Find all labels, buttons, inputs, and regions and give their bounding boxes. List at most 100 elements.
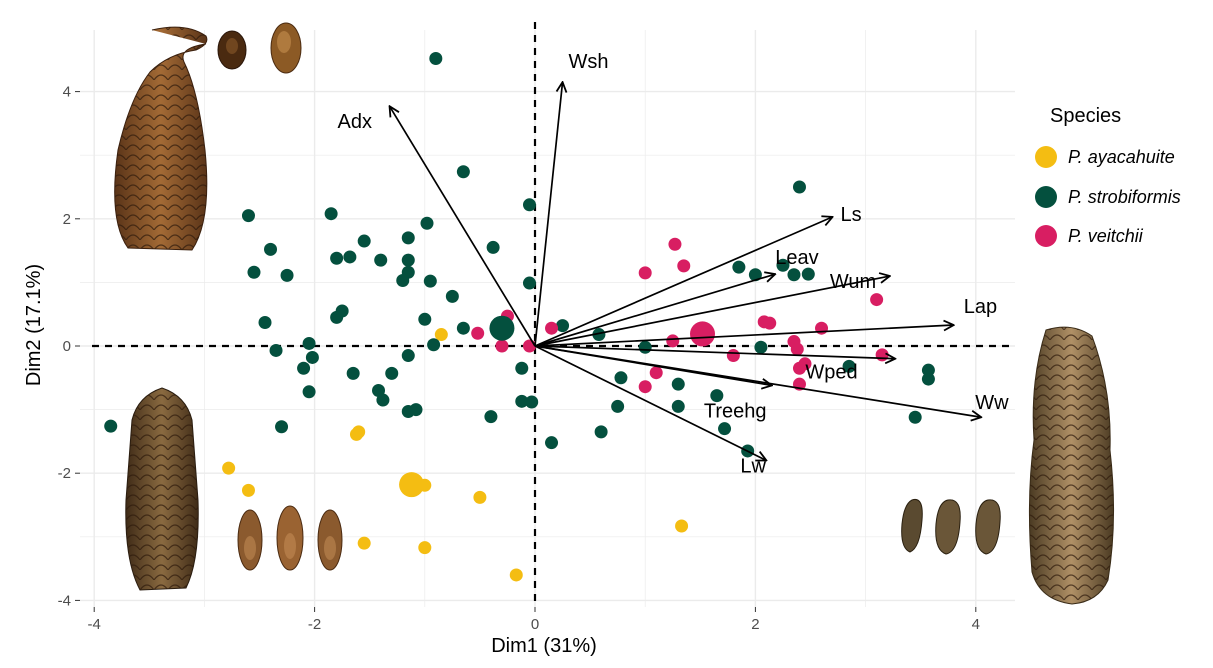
- x-tick-label: -4: [88, 616, 101, 633]
- arrow-wsh: [534, 82, 563, 347]
- label-ls: Ls: [841, 204, 862, 226]
- legend-label-ayacahuite: P. ayacahuite: [1068, 147, 1175, 167]
- point-strobiformis: [754, 340, 768, 354]
- x-tick-label: 0: [531, 616, 539, 633]
- point-strobiformis: [280, 268, 294, 282]
- arrow-ww: [534, 345, 981, 417]
- point-ayacahuite: [241, 483, 255, 497]
- point-strobiformis: [258, 315, 272, 329]
- point-veitchii: [726, 349, 740, 363]
- point-strobiformis: [710, 389, 724, 403]
- point-strobiformis: [104, 419, 118, 433]
- point-strobiformis: [611, 399, 625, 413]
- point-strobiformis: [401, 253, 415, 267]
- y-tick-label: 0: [63, 338, 71, 355]
- point-veitchii: [798, 357, 812, 371]
- point-strobiformis: [420, 216, 434, 230]
- point-strobiformis: [592, 328, 606, 342]
- point-strobiformis: [787, 268, 801, 282]
- point-strobiformis: [418, 312, 432, 326]
- species-centroids: [399, 315, 716, 498]
- legend-swatch-strobiformis: [1035, 186, 1057, 208]
- legend-swatch-ayacahuite: [1035, 146, 1057, 168]
- point-strobiformis: [671, 399, 685, 413]
- legend-label-veitchii: P. veitchii: [1068, 226, 1144, 246]
- arrow-wped: [534, 345, 895, 359]
- point-strobiformis: [671, 377, 685, 391]
- seed-image-strobiformis: [237, 505, 343, 571]
- point-strobiformis: [556, 319, 570, 333]
- point-strobiformis: [522, 276, 536, 290]
- point-strobiformis: [921, 363, 935, 377]
- point-ayacahuite: [473, 490, 487, 504]
- point-ayacahuite: [509, 568, 523, 582]
- point-strobiformis: [330, 251, 344, 265]
- cone-image-strobiformis: [125, 387, 199, 591]
- point-strobiformis: [357, 234, 371, 248]
- point-strobiformis: [908, 410, 922, 424]
- cone-image-ayacahuite: [114, 26, 208, 251]
- label-wped: Wped: [805, 362, 857, 384]
- y-axis-title: Dim2 (17.1%): [23, 264, 45, 386]
- point-strobiformis: [456, 321, 470, 335]
- point-strobiformis: [594, 425, 608, 439]
- axis-ticks: -4 -2 0 2 4 -4 -2 0 2 4: [58, 84, 980, 633]
- point-strobiformis: [401, 231, 415, 245]
- seed-image-ayacahuite: [217, 22, 302, 74]
- point-veitchii: [638, 380, 652, 394]
- point-strobiformis: [275, 420, 289, 434]
- point-strobiformis: [302, 385, 316, 399]
- point-strobiformis: [346, 366, 360, 380]
- centroid-veitchii: [690, 321, 716, 347]
- point-strobiformis: [456, 165, 470, 179]
- point-veitchii: [666, 334, 680, 348]
- zero-reference-lines: [92, 22, 1015, 607]
- arrow-lw: [534, 345, 766, 460]
- point-strobiformis: [385, 366, 399, 380]
- x-tick-label: -2: [308, 616, 321, 633]
- point-strobiformis: [525, 395, 539, 409]
- arrow-adx: [390, 106, 536, 347]
- label-adx: Adx: [338, 111, 372, 133]
- point-strobiformis: [718, 422, 732, 436]
- y-tick-label: 2: [63, 211, 71, 228]
- x-axis-title: Dim1 (31%): [491, 635, 597, 657]
- point-ayacahuite: [357, 536, 371, 550]
- point-strobiformis: [302, 336, 316, 350]
- label-ww: Ww: [975, 392, 1009, 414]
- point-strobiformis: [335, 304, 349, 318]
- point-strobiformis: [921, 372, 935, 386]
- label-lw: Lw: [740, 455, 766, 477]
- label-wsh: Wsh: [569, 51, 609, 73]
- point-strobiformis: [427, 338, 441, 352]
- point-ayacahuite: [349, 427, 363, 441]
- label-wum: Wum: [830, 271, 876, 293]
- point-ayacahuite: [222, 461, 236, 475]
- legend: Species P. ayacahuite P. strobiformis P.…: [1035, 105, 1181, 247]
- point-strobiformis: [401, 349, 415, 363]
- point-strobiformis: [445, 289, 459, 303]
- point-strobiformis: [264, 242, 278, 256]
- point-strobiformis: [776, 258, 790, 272]
- point-strobiformis: [396, 273, 410, 287]
- point-strobiformis: [241, 209, 255, 223]
- point-veitchii: [763, 316, 777, 330]
- point-veitchii: [668, 237, 682, 251]
- label-lap: Lap: [964, 296, 997, 318]
- point-strobiformis: [792, 180, 806, 194]
- point-strobiformis: [324, 207, 338, 221]
- point-ayacahuite: [418, 541, 432, 555]
- point-veitchii: [495, 339, 509, 353]
- point-veitchii: [875, 348, 889, 362]
- point-strobiformis: [801, 267, 815, 281]
- arrow-leav: [534, 274, 775, 347]
- point-veitchii: [638, 266, 652, 280]
- individual-points: [104, 52, 935, 582]
- point-strobiformis: [842, 359, 856, 373]
- point-veitchii: [815, 321, 829, 335]
- point-strobiformis: [269, 343, 283, 357]
- point-strobiformis: [486, 240, 500, 254]
- y-tick-label: 4: [63, 84, 71, 101]
- point-strobiformis: [748, 268, 762, 282]
